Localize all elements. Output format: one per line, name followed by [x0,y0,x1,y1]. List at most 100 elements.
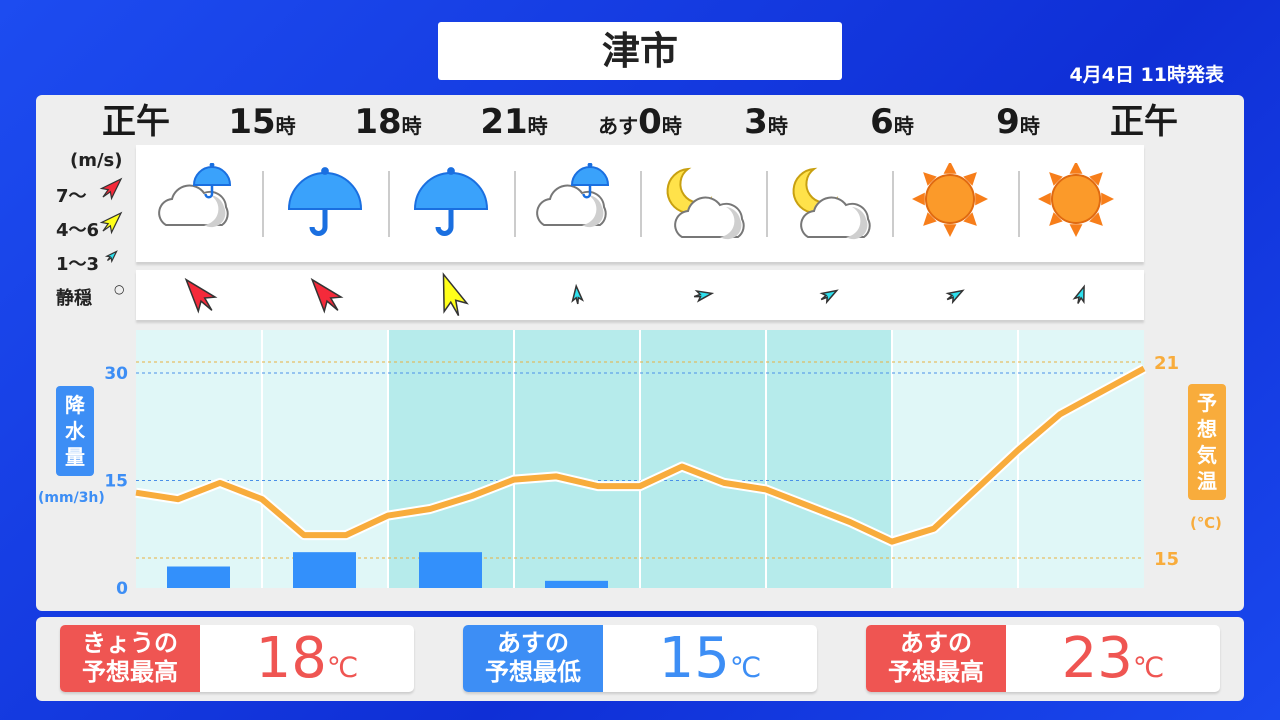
precip-axis-label: 降水量 [56,386,94,476]
summary-label-line1: あすの [497,629,569,657]
summary-label: きょうの 予想最高 [60,625,200,692]
wind-legend-label: 静穏 [56,288,92,309]
wind-arrow-icon [442,272,469,317]
chart-column-bg [262,330,388,588]
wind-arrow-icon [184,277,218,314]
time-label: 18時 [318,100,458,148]
wind-arrow-icon [945,289,965,305]
time-value: 9 [996,102,1020,142]
precip-bar [167,566,230,588]
sunny-icon [1038,163,1114,237]
time-suffix: 時 [1019,114,1040,138]
time-suffix: 時 [661,114,682,138]
rain-umbrella-icon [413,167,489,236]
cloudy-with-rain-icon [158,163,232,228]
precip-unit: (mm/3h) [38,490,105,506]
wind-arrow-icon [310,277,344,314]
summary-value: 18℃ [200,625,414,692]
summary-label-line1: あすの [900,629,972,657]
summary-label-line2: 予想最低 [485,658,581,686]
sunny-icon [912,163,988,237]
precip-bar [293,552,356,588]
temp-unit: (℃) [1190,514,1222,532]
time-label: 21時 [444,100,584,148]
time-value: 正午 [102,102,170,142]
calm-symbol-icon: ○ [114,282,125,296]
chart-column-bg [892,330,1018,588]
summary-label-line1: きょうの [82,629,178,657]
weather-icon-row [136,145,1144,262]
wind-arrow-icon [819,289,839,305]
chart-column-bg [640,330,766,588]
cloudy-with-rain-icon [536,163,610,228]
temperature-unit: ℃ [1132,651,1165,684]
moon-cloudy-icon [792,167,871,240]
column-divider [388,171,390,237]
temp-axis-label: 予想気温 [1188,384,1226,500]
wind-legend-label: 4～6 [56,220,100,241]
time-value: 0 [638,102,662,142]
summary-label-line2: 予想最高 [82,658,178,686]
chart-column-bg [136,330,262,588]
wind-row [136,270,1144,320]
time-label: 15時 [192,100,332,148]
wind-unit: (m/s) [70,150,123,171]
issued-time: 4月4日 11時発表 [1069,64,1225,86]
column-divider [1018,171,1020,237]
summary-card: きょうの 予想最高 18℃ [60,625,414,692]
column-divider [892,171,894,237]
precip-bar [545,580,608,588]
wind-legend-arrow-icon [99,177,123,201]
chart-column-bg [514,330,640,588]
wind-legend-label: 1～3 [56,254,100,275]
time-suffix: 時 [527,114,548,138]
wind-legend-arrow-icon [99,211,123,235]
time-suffix: 時 [767,114,788,138]
precip-tick-label: 30 [104,364,128,384]
column-divider [514,171,516,237]
temperature-unit: ℃ [326,651,359,684]
chart-column-bg [766,330,892,588]
time-value: 正午 [1110,102,1178,142]
time-label: 6時 [822,100,962,148]
temperature-value: 23 [1061,626,1133,691]
column-divider [766,171,768,237]
precip-tick-label: 0 [116,579,128,599]
time-value: 15 [228,102,276,142]
summary-value: 15℃ [603,625,817,692]
column-divider [262,171,264,237]
chart-column-bg [1018,330,1144,588]
summary-label-line2: 予想最高 [888,658,984,686]
summary-card: あすの 予想最低 15℃ [463,625,817,692]
time-value: 6 [870,102,894,142]
time-label: あす0時 [570,100,710,148]
temperature-unit: ℃ [729,651,762,684]
time-label: 9時 [948,100,1088,148]
city-title: 津市 [438,22,842,80]
precip-tick-label: 15 [104,472,128,492]
time-suffix: 時 [893,114,914,138]
temperature-value: 18 [255,626,327,691]
moon-cloudy-icon [666,167,745,240]
summary-value: 23℃ [1006,625,1220,692]
column-divider [640,171,642,237]
wind-arrow-icon [1072,284,1085,305]
time-value: 18 [354,102,402,142]
chart-column-bg [388,330,514,588]
temp-tick-label: 15 [1154,549,1179,570]
time-prefix: あす [598,114,639,138]
time-label: 正午 [1074,100,1214,144]
precip-bar [419,552,482,588]
wind-arrow-icon [693,289,715,303]
summary-label: あすの 予想最低 [463,625,603,692]
time-suffix: 時 [275,114,296,138]
time-suffix: 時 [401,114,422,138]
time-label: 正午 [66,100,206,144]
time-label: 3時 [696,100,836,148]
wind-legend-arrow-icon [104,250,118,264]
temperature-value: 15 [658,626,730,691]
summary-card: あすの 予想最高 23℃ [866,625,1220,692]
wind-legend-label: 7～ [56,186,87,207]
wind-arrow-icon [571,283,585,305]
